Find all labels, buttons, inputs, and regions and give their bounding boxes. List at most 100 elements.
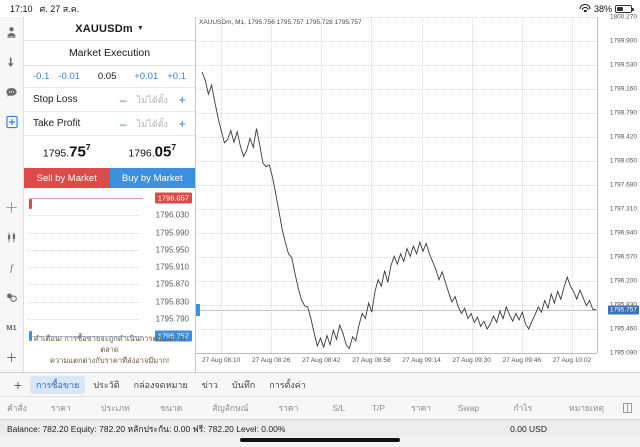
chart-y-tick-label: 1795.090 [609,349,637,357]
tab-1[interactable]: ประวัติ [93,379,120,390]
column-header-11[interactable]: หมายเหตุ [569,403,605,413]
chart-y-tick-label: 1798.790 [609,109,637,117]
chart-plot-area[interactable] [196,17,597,353]
column-header-6[interactable]: S/L [332,403,346,413]
chart-y-tick-label: 1797.680 [609,181,637,189]
ladder-gridline [28,301,139,303]
clock: 17:10 [10,3,33,14]
quotes-row: 1795.757 1796.057 [24,136,195,168]
chart-y-axis: 1800.270 1799.900 1799.530 1799.160 1798.790… [597,13,640,357]
chart-y-tick-label: 1799.530 [609,61,637,69]
sidebar-item-chart-type[interactable] [0,222,24,252]
ask-tick-marker [29,199,32,209]
account-summary-bar: Balance: 782.20 Equity: 782.20 หลักประกั… [0,419,640,437]
column-header-5[interactable]: ราคา [278,403,299,413]
warning-line-2: ความแตกต่างกับราคาที่ส่งอาจมีมาก! [49,356,170,365]
stop-loss-label: Stop Loss [33,94,78,105]
sidebar-item-crosshair[interactable] [0,192,24,222]
price-chart[interactable]: XAUUSDm, M1, 1795.756 1795.757 1795.728 … [196,13,640,372]
ladder-price-label: 1795.990 [155,228,189,237]
account-summary-text: Balance: 782.20 Equity: 782.20 หลักประกั… [7,423,286,434]
bid-decimal: 75 [69,143,86,161]
ask-price-badge[interactable]: 1796.057 [154,192,192,204]
execution-type-label: Market Execution [68,47,151,59]
chart-y-tick-label: 1799.900 [609,37,637,45]
volume-plus-small-button[interactable]: +0.01 [134,71,159,82]
chart-gridline-vertical [371,17,373,353]
order-panel: XAUUSDm ▼ Market Execution -0.1 -0.01 0.… [24,17,196,372]
chart-y-tick-label: 1795.460 [609,325,637,333]
sidebar-item-quotes[interactable] [0,17,24,47]
tab-4[interactable]: บันทึก [231,379,256,390]
tab-2[interactable]: กล่องจดหมาย [133,379,188,390]
stop-loss-value[interactable]: ไม่ได้ตั้ง [136,94,168,105]
column-header-8[interactable]: ราคา [411,403,432,413]
tab-5[interactable]: การตั้งค่า [269,379,306,390]
column-header-10[interactable]: กำไร [513,403,533,413]
add-icon[interactable]: + [13,376,23,393]
chart-y-tick-label: 1799.160 [609,85,637,93]
take-profit-minus-button[interactable]: – [119,116,127,131]
bid-line [29,336,143,337]
sidebar-item-new-order[interactable] [0,107,24,137]
chart-x-tick-label: 27 Aug 08:10 [201,357,241,364]
buy-by-market-button[interactable]: Buy by Market [109,168,195,188]
bid-price: 1795.757 [24,142,110,161]
sell-by-market-button[interactable]: Sell by Market [24,168,110,188]
bid-price-badge[interactable]: 1795.757 [154,330,192,342]
take-profit-row: Take Profit – ไม่ได้ตั้ง + [24,112,195,136]
stop-loss-minus-button[interactable]: – [119,92,127,107]
ask-integer: 1796. [128,147,155,160]
column-header-2[interactable]: ประเภท [101,403,130,413]
columns-icon[interactable] [622,403,632,413]
column-header-1[interactable]: ราคา [50,403,71,413]
column-header-0[interactable]: คำสั่ง [7,403,27,413]
sidebar-item-indicators[interactable]: f [0,252,24,282]
sidebar-item-timeframe[interactable]: M1 [0,312,24,342]
chart-gridline-horizontal [196,185,597,186]
tab-0[interactable]: การซื้อขาย [30,375,86,394]
chart-x-tick-label: 27 Aug 08:26 [252,357,291,364]
tab-3[interactable]: ข่าว [201,379,218,390]
column-header-4[interactable]: สัญลักษณ์ [212,403,249,413]
ask-price: 1796.057 [110,142,196,161]
take-profit-plus-button[interactable]: + [178,116,186,131]
chart-y-tick-label: 1796.200 [609,277,637,285]
column-header-9[interactable]: Swap [457,403,480,413]
chart-y-tick-label: 1800.270 [609,13,637,21]
ladder-price-label: 1795.830 [155,297,189,306]
bid-integer: 1795. [42,147,70,160]
column-header-7[interactable]: T/P [371,403,386,413]
sidebar-item-depth-of-market[interactable] [0,47,24,77]
chart-x-tick-label: 27 Aug 09:14 [402,357,441,364]
market-execution-warning: คำเตือน! การซื้อขายจะถูกดำเนินการตามสภาพ… [24,333,195,366]
stop-loss-plus-button[interactable]: + [178,92,186,107]
execution-type-row[interactable]: Market Execution [24,41,195,66]
sidebar-item-add[interactable] [0,342,24,372]
column-header-3[interactable]: ขนาด [160,403,183,413]
bottom-tabs: + การซื้อขาย ประวัติ กล่องจดหมาย ข่าว บันทึก… [0,373,640,397]
chart-gridline-horizontal [196,281,597,282]
volume-plus-large-button[interactable]: +0.1 [167,71,186,82]
status-bar: 17:10 ศ. 27 ส.ค. 38% [0,0,640,17]
volume-value[interactable]: 0.05 [97,71,117,82]
ladder-gridline [28,215,139,217]
table-column-headers: คำสั่ง ราคา ประเภท ขนาด สัญลักษณ์ ราคา S/L T/P ร… [0,397,640,419]
left-toolbar: f M1 [0,17,24,372]
price-ladder[interactable]: 1796.057 1796.030 1795.990 1795.950 1795.910… [24,188,195,348]
chart-gridline-horizontal [196,161,597,162]
volume-minus-large-button[interactable]: -0.1 [33,71,50,82]
sidebar-item-chat[interactable] [0,77,24,107]
ladder-gridline [28,249,139,251]
sidebar-item-objects[interactable] [0,282,24,312]
chevron-down-icon: ▼ [136,25,144,32]
symbol-selector[interactable]: XAUUSDm ▼ [24,17,195,41]
volume-minus-small-button[interactable]: -0.01 [58,71,81,82]
ladder-price-label: 1795.950 [155,245,189,255]
ladder-gridline [28,318,139,320]
chart-gridline-horizontal [196,257,597,258]
chart-y-tick-label: 1798.050 [609,157,637,165]
take-profit-value[interactable]: ไม่ได้ตั้ง [136,118,168,129]
chart-gridline-horizontal [196,329,597,330]
